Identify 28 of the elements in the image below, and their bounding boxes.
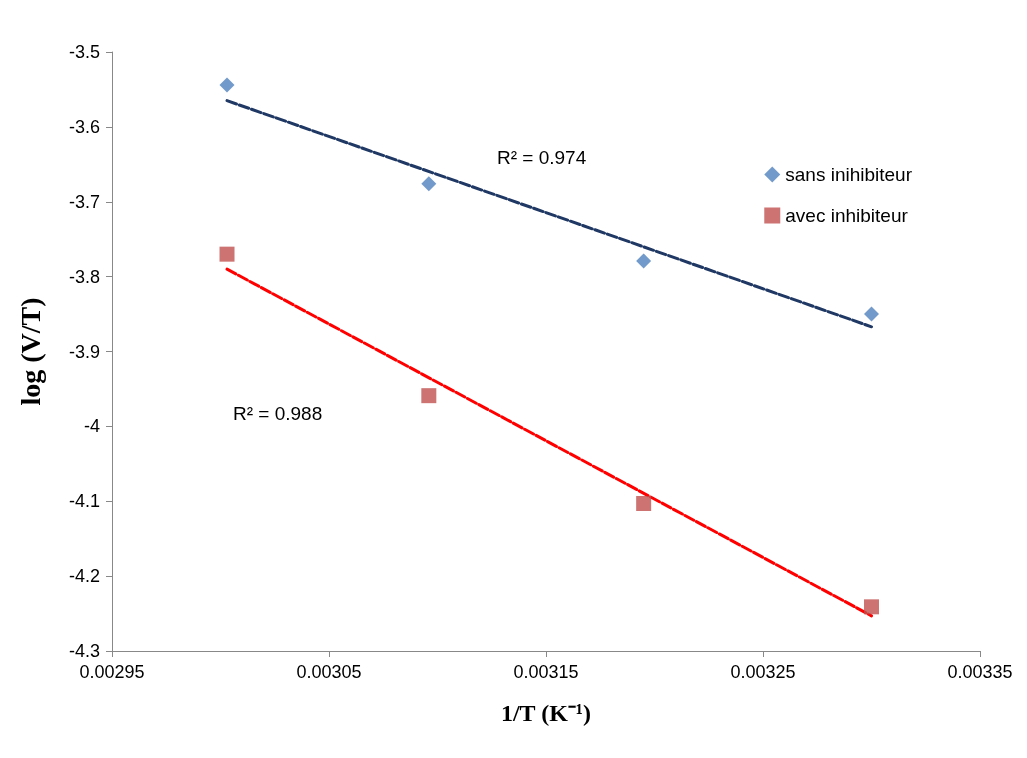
y-tick-label: -3.8 [68, 266, 100, 287]
x-axis-title: 1/T (K⁻¹) [500, 700, 592, 726]
y-tick-label: -4.2 [68, 566, 100, 587]
y-tick-label: -4.1 [68, 491, 100, 512]
y-tick-label: -3.7 [68, 191, 100, 212]
point [864, 599, 879, 615]
point [636, 253, 652, 269]
annotation: R² = 0.974 [497, 146, 587, 168]
point [421, 176, 437, 192]
y-axis-title: log (V/T) [14, 297, 46, 406]
point [421, 388, 437, 404]
y-tick-label: -3.5 [68, 42, 100, 62]
x-tick-label: 0.00305 [296, 662, 362, 682]
legend-label: sans inihibiteur [785, 164, 913, 185]
y-tick-label: -4.3 [68, 641, 100, 661]
y-tick-label: -3.9 [68, 341, 100, 362]
y-tick-label: -4 [83, 416, 100, 437]
legend-label: avec inhibiteur [785, 205, 909, 226]
point [864, 306, 879, 322]
x-tick-label: 0.00335 [947, 662, 1013, 682]
annotation: R² = 0.988 [233, 402, 323, 424]
y-tick-label: -3.6 [68, 116, 100, 137]
point [219, 246, 235, 262]
x-tick-label: 0.00315 [513, 662, 579, 682]
x-tick-label: 0.00325 [730, 662, 796, 682]
x-tick-label: 0.00295 [79, 662, 145, 682]
point [636, 496, 652, 511]
point [219, 77, 235, 93]
